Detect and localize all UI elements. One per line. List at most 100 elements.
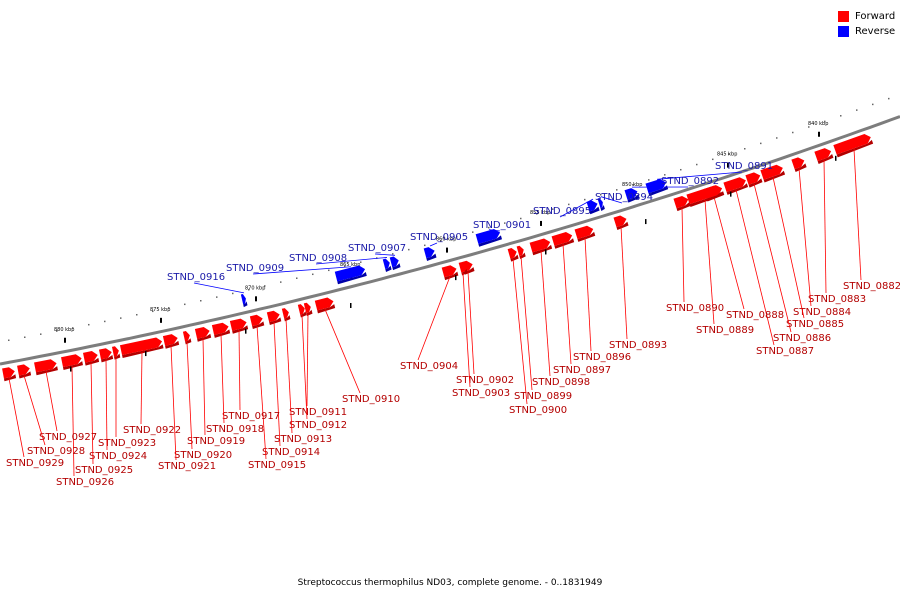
gene-label-0910: STND_0910 [342, 394, 400, 405]
gene-0894 [597, 197, 605, 211]
gene-label-0920: STND_0920 [174, 450, 232, 461]
gene-label-0883: STND_0883 [808, 294, 866, 305]
connector-0882 [853, 149, 862, 281]
gene-arrow[interactable] [441, 264, 458, 278]
gene-arrow[interactable] [624, 187, 639, 200]
connector-0928 [23, 375, 46, 446]
gene-arrow[interactable] [83, 350, 99, 363]
gene-arrow[interactable] [833, 132, 872, 155]
connector-0889 [704, 199, 715, 325]
gene-0896 [574, 224, 596, 242]
gene-arrow[interactable] [334, 264, 367, 282]
gene-arrow-shadow [232, 325, 249, 334]
gene-arrow[interactable] [597, 197, 605, 209]
gene-arrow[interactable] [686, 184, 721, 205]
gene-arrow[interactable] [507, 247, 518, 259]
gene-arrow[interactable] [586, 199, 599, 212]
gene-arrow[interactable] [119, 336, 163, 356]
ruler-dot [760, 142, 762, 145]
gene-arrow[interactable] [791, 156, 806, 170]
gene-arrow[interactable] [723, 176, 747, 193]
gene-label-0887: STND_0887 [756, 346, 814, 357]
gene-arrow[interactable] [297, 303, 306, 315]
connector-0886 [753, 183, 792, 333]
gene-arrow-shadow [554, 238, 575, 249]
connector-0899 [520, 256, 533, 391]
gene-arrow[interactable] [458, 261, 467, 273]
gene-arrow-shadow [616, 221, 629, 231]
gene-arrow[interactable] [111, 346, 120, 357]
gene-label-0884: STND_0884 [793, 307, 851, 318]
ruler-dot [248, 288, 250, 291]
ruler-dot [72, 327, 74, 329]
forward-swatch [838, 11, 849, 22]
gene-0883 [814, 146, 834, 165]
ruler-dot [392, 253, 394, 255]
ruler-tick [818, 131, 820, 137]
gene-arrow[interactable] [17, 363, 31, 376]
ruler-dot [776, 137, 778, 139]
gene-0926 [61, 353, 83, 370]
gene-label-0917: STND_0917 [222, 411, 280, 422]
gene-label-0899: STND_0899 [514, 391, 572, 402]
gene-arrow[interactable] [760, 163, 784, 180]
gene-arrow[interactable] [182, 330, 191, 342]
gene-arrow[interactable] [194, 326, 211, 339]
gene-arrow[interactable] [673, 195, 689, 209]
gene-0901 [475, 228, 502, 247]
gene-arrow[interactable] [266, 310, 281, 323]
gene-0916 [240, 294, 248, 308]
connector-0921 [170, 345, 177, 461]
gene-arrow[interactable] [314, 296, 335, 311]
ruler-dot [872, 103, 874, 106]
gene-0886 [745, 171, 763, 188]
gene-arrow[interactable] [574, 224, 595, 240]
gene-arrow[interactable] [61, 353, 83, 368]
gene-arrow[interactable] [814, 146, 832, 162]
gene-label-0914: STND_0914 [262, 447, 320, 458]
ruler-dot [632, 184, 634, 186]
gene-arrow-shadow [62, 361, 83, 370]
ruler-tick [727, 162, 729, 168]
gene-label-0888: STND_0888 [726, 310, 784, 321]
connector-0905 [429, 242, 438, 247]
gene-arrow[interactable] [211, 322, 230, 335]
gene-arrow[interactable] [551, 231, 574, 246]
gene-arrow[interactable] [2, 366, 16, 379]
gene-arrow[interactable] [475, 228, 502, 244]
ruler-dot [648, 179, 650, 181]
gene-arrow[interactable] [281, 307, 290, 319]
ruler-dot [664, 174, 666, 176]
gene-0897 [551, 231, 575, 249]
gene-arrow-shadow [648, 185, 669, 197]
gene-arrow[interactable] [229, 317, 248, 331]
gene-arrow-shadow [84, 357, 100, 366]
gene-arrow[interactable] [613, 214, 628, 228]
gene-arrow-shadow [114, 353, 121, 360]
gene-label-0890: STND_0890 [666, 303, 724, 314]
genome-backbone [0, 115, 900, 366]
gene-arrow-shadow [676, 202, 691, 212]
gene-arrow[interactable] [516, 245, 526, 257]
gene-arrow[interactable] [249, 314, 264, 327]
gene-arrow[interactable] [382, 258, 391, 270]
ruler-dot [136, 313, 138, 316]
connector-0903 [462, 272, 471, 388]
connector-0895 [559, 198, 594, 218]
gene-arrow[interactable] [34, 358, 58, 373]
gene-arrow[interactable] [645, 178, 667, 194]
gene-arrow-shadow [532, 244, 553, 256]
gene-arrow-shadow [35, 366, 58, 376]
legend-forward: Forward [838, 9, 895, 24]
gene-0898 [529, 237, 553, 256]
gene-arrow[interactable] [98, 347, 113, 360]
ruler-tick-label: 880 kbp [54, 327, 74, 333]
gene-arrow[interactable] [389, 256, 400, 268]
gene-arrow[interactable] [162, 333, 179, 346]
gene-arrow[interactable] [529, 237, 552, 253]
gene-arrow[interactable] [240, 294, 247, 305]
gene-arrow[interactable] [745, 171, 761, 185]
gene-arrow[interactable] [423, 246, 436, 259]
gene-0890 [673, 195, 691, 212]
gene-arrow[interactable] [303, 302, 312, 314]
